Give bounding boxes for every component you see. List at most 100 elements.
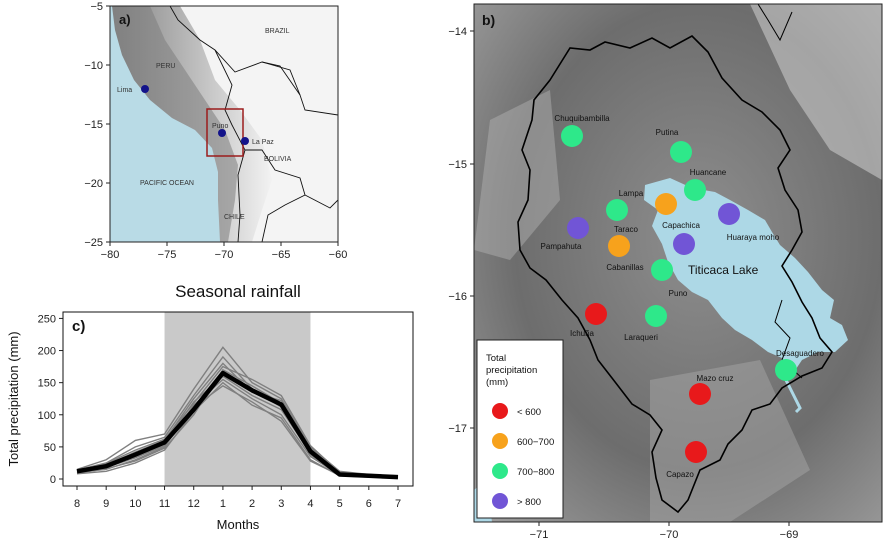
peru-label: PERU — [156, 63, 175, 70]
legend: Total precipitation (mm) < 600 600−700 700… — [476, 339, 564, 519]
legend-swatch — [492, 463, 508, 479]
a-y-tick-label: −5 — [90, 1, 103, 13]
panel-a-map: Lima Puno La Paz BRAZIL PERU BOLIVIA PAC… — [0, 0, 350, 262]
basin-boundary — [517, 35, 833, 514]
desaguadero-river — [780, 371, 802, 414]
station-label-pampahuta: Pampahuta — [541, 242, 582, 251]
station-label-cabanillas: Cabanillas — [606, 263, 643, 272]
a-y-tick-label: −15 — [84, 119, 103, 131]
map-b-frame — [473, 3, 883, 523]
legend-label: 600−700 — [517, 437, 554, 448]
lima-marker — [141, 85, 149, 93]
station-marker-putina — [670, 141, 692, 163]
a-x-tick-label: −60 — [329, 249, 348, 261]
x-axis-label: Months — [217, 517, 260, 532]
la-paz-marker — [241, 137, 249, 145]
legend-title-1: Total — [486, 353, 506, 364]
legend-swatch — [492, 433, 508, 449]
b-y-tick-label: −16 — [448, 291, 467, 303]
station-label-huaraya-moho: Huaraya moho — [727, 233, 780, 242]
panel-a-label: a) — [119, 12, 131, 27]
stations-group: Chuquibambilla Putina Huancane Lampa Capachi… — [541, 114, 825, 479]
y-tick-label: 100 — [38, 410, 56, 422]
station-label-huancane: Huancane — [690, 168, 727, 177]
x-tick-label: 10 — [129, 498, 141, 510]
y-tick-label: 150 — [38, 378, 56, 390]
series-line — [76, 346, 399, 477]
station-marker-desaguadero — [775, 359, 797, 381]
y-tick-label: 50 — [44, 442, 56, 454]
station-marker-pampahuta — [567, 217, 589, 239]
station-label-capachica: Capachica — [662, 221, 700, 230]
station-label-ichu-a: Ichuña — [570, 329, 595, 338]
station-label-capazo: Capazo — [666, 470, 694, 479]
titicaca-lake — [644, 178, 848, 378]
chile-label: CHILE — [224, 214, 245, 221]
x-tick-label: 5 — [337, 498, 343, 510]
lima-label: Lima — [117, 87, 132, 94]
station-marker-ichu-a — [585, 303, 607, 325]
a-x-tick-label: −65 — [272, 249, 291, 261]
legend-label: < 600 — [517, 407, 541, 418]
legend-box — [476, 339, 564, 519]
b-y-tick-label: −17 — [448, 423, 467, 435]
panel-a-axes: −80 −75 −70 −65 −60 −5 −10 −15 −20 −25 — [84, 1, 347, 261]
station-label-laraqueri: Laraqueri — [624, 333, 658, 342]
b-x-tick-label: −71 — [530, 529, 549, 541]
station-label-mazo-cruz: Mazo cruz — [697, 374, 734, 383]
lake-label: Titicaca Lake — [688, 263, 759, 277]
station-marker-puno — [651, 259, 673, 281]
puno-marker — [218, 129, 226, 137]
station-marker-mazo-cruz — [689, 383, 711, 405]
station-label-chuquibambilla: Chuquibambilla — [554, 114, 610, 123]
panel-b-svg: Titicaca Lake Chuquibambilla Putina Huanca… — [448, 3, 883, 541]
legend-label: 700−800 — [517, 467, 554, 478]
x-tick-label: 6 — [366, 498, 372, 510]
country-borders — [169, 6, 338, 242]
station-label-taraco: Taraco — [614, 225, 639, 234]
panel-b-map: Titicaca Lake Chuquibambilla Putina Huanca… — [430, 0, 889, 544]
brazil-label: BRAZIL — [265, 28, 290, 35]
panel-b-axes: −71 −70 −69 −14 −15 −16 −17 — [448, 26, 798, 541]
panel-b-label: b) — [482, 12, 495, 28]
puno-label: Puno — [212, 123, 228, 130]
legend-items: < 600 600−700 700−800 > 800 — [492, 403, 554, 509]
panel-a-svg: Lima Puno La Paz BRAZIL PERU BOLIVIA PAC… — [84, 1, 347, 261]
station-marker-cabanillas — [608, 235, 630, 257]
station-marker-capazo — [685, 441, 707, 463]
x-tick-label: 12 — [188, 498, 200, 510]
relief-highlands-w — [474, 90, 560, 260]
chart-frame — [62, 311, 414, 487]
station-marker-huancane — [684, 179, 706, 201]
b-x-tick-label: −70 — [660, 529, 679, 541]
legend-swatch — [492, 403, 508, 419]
x-tick-label: 7 — [395, 498, 401, 510]
a-y-tick-label: −20 — [84, 178, 103, 190]
bolivia-label: BOLIVIA — [264, 156, 292, 163]
legend-title-3: (mm) — [486, 377, 508, 388]
x-tick-label: 8 — [74, 498, 80, 510]
y-tick-label: 0 — [50, 474, 56, 486]
station-marker-laraqueri — [645, 305, 667, 327]
pacific-ocean — [110, 6, 220, 242]
wet-season-shade — [164, 312, 311, 486]
b-y-tick-label: −15 — [448, 159, 467, 171]
pacific-ocean-label: PACIFIC OCEAN — [140, 180, 194, 187]
b-y-tick-label: −14 — [448, 26, 467, 38]
x-tick-label: 9 — [103, 498, 109, 510]
relief-highlands-ne — [750, 4, 882, 180]
study-area-box — [206, 108, 244, 157]
station-label-lampa: Lampa — [619, 189, 644, 198]
la-paz-label: La Paz — [252, 139, 274, 146]
chart-title: Seasonal rainfall — [175, 282, 301, 301]
station-marker-capachica — [655, 193, 677, 215]
station-label-putina: Putina — [656, 128, 679, 137]
panel-c-label: c) — [72, 318, 85, 335]
station-marker-chuquibambilla — [561, 125, 583, 147]
station-marker-huaraya-moho — [718, 203, 740, 225]
legend-label: > 800 — [517, 497, 541, 508]
station-marker-taraco — [673, 233, 695, 255]
b-x-tick-label: −69 — [780, 529, 799, 541]
station-label-puno: Puno — [669, 289, 688, 298]
